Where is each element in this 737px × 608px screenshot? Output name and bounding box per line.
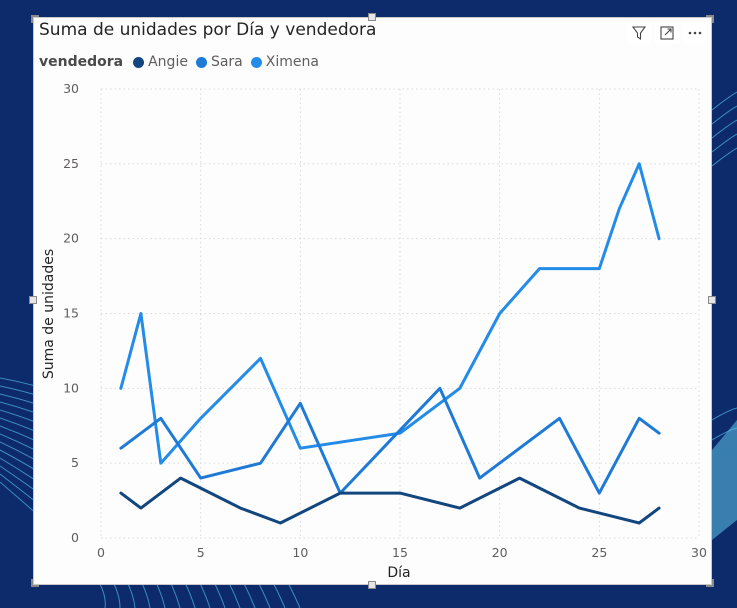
x-tick-label: 15	[392, 545, 408, 560]
legend-item-ximena[interactable]: Ximena	[250, 54, 319, 70]
visual-header	[627, 22, 707, 44]
legend: vendedora Angie Sara Ximena	[39, 54, 327, 70]
y-tick-label: 0	[71, 530, 79, 545]
legend-label-ximena: Ximena	[265, 54, 319, 70]
background-accent-shape	[712, 420, 737, 540]
x-tick-label: 10	[292, 545, 308, 560]
background-wave-right	[711, 91, 737, 441]
y-tick-label: 15	[63, 306, 79, 321]
series-line-ximena[interactable]	[119, 162, 661, 465]
y-tick-label: 10	[63, 380, 79, 395]
x-tick-label: 20	[492, 545, 508, 560]
line-chart-visual[interactable]: 0 5 10 15 20 25 30 0 5 10 15 20 25 30 Día Suma de uni…	[33, 17, 712, 585]
focus-mode-icon[interactable]	[655, 22, 679, 44]
series-line-angie[interactable]	[119, 476, 661, 525]
x-axis-title: Día	[387, 565, 410, 581]
legend-marker-ximena	[250, 56, 262, 68]
resize-corner-bottom-left[interactable]	[31, 579, 39, 587]
filter-icon[interactable]	[627, 22, 651, 44]
legend-item-angie[interactable]: Angie	[133, 54, 188, 70]
y-tick-label: 5	[71, 455, 79, 470]
resize-handle-right[interactable]	[708, 296, 716, 304]
resize-corner-top-left[interactable]	[31, 15, 39, 23]
y-axis-title: Suma de unidades	[41, 249, 57, 379]
legend-item-sara[interactable]: Sara	[195, 54, 243, 70]
y-tick-label: 25	[63, 156, 79, 171]
more-options-icon[interactable]	[683, 22, 707, 44]
resize-corner-bottom-right[interactable]	[706, 579, 714, 587]
x-tick-label: 30	[691, 545, 707, 560]
x-tick-label: 5	[197, 545, 205, 560]
legend-title: vendedora	[39, 54, 124, 70]
resize-handle-top[interactable]	[368, 13, 376, 21]
y-tick-label: 30	[63, 81, 79, 96]
x-tick-label: 25	[591, 545, 607, 560]
resize-handle-left[interactable]	[29, 296, 37, 304]
resize-handle-bottom[interactable]	[368, 581, 376, 589]
legend-label-sara: Sara	[210, 54, 243, 70]
resize-corner-top-right[interactable]	[706, 15, 714, 23]
legend-label-angie: Angie	[148, 54, 188, 70]
legend-marker-sara	[195, 56, 207, 68]
x-tick-label: 0	[97, 545, 105, 560]
chart-title: Suma de unidades por Día y vendedora	[39, 20, 377, 40]
legend-marker-angie	[133, 56, 145, 68]
series-line-sara[interactable]	[119, 386, 661, 495]
line-chart: 0 5 10 15 20 25 30 0 5 10 15 20 25 30 Día Suma de uni…	[41, 81, 707, 581]
y-tick-label: 20	[63, 231, 79, 246]
